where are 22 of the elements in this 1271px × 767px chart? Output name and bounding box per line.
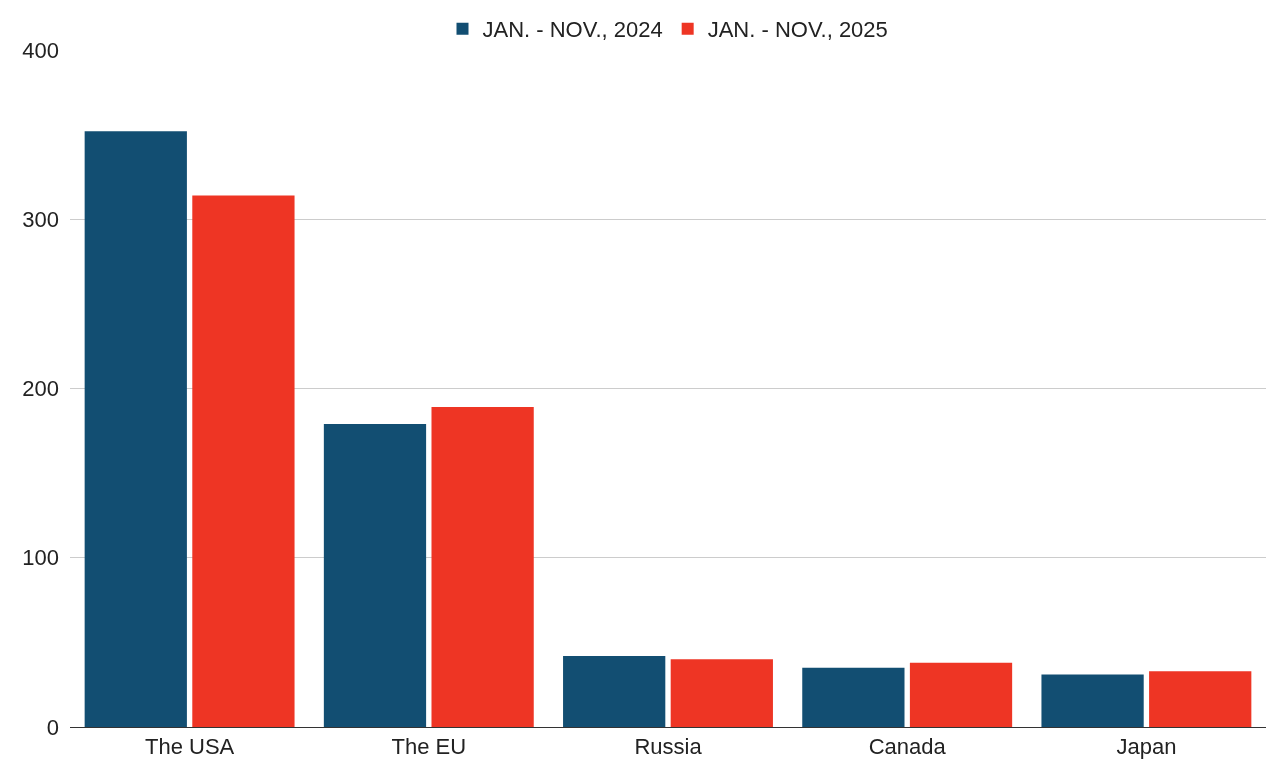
bar	[909, 662, 1013, 727]
y-tick-label: 100	[22, 545, 59, 571]
bar	[1041, 674, 1144, 727]
bar	[563, 655, 666, 727]
x-tick-label: Canada	[868, 734, 947, 760]
y-tick-label: 0	[46, 714, 59, 740]
legend-label: JAN. - NOV., 2025	[707, 17, 888, 43]
x-tick-label: Japan	[1116, 734, 1177, 760]
bar	[1149, 671, 1252, 727]
legend-label: JAN. - NOV., 2024	[482, 17, 663, 43]
y-tick-label: 200	[22, 376, 59, 402]
x-tick-label: Russia	[634, 734, 703, 760]
bar	[670, 659, 773, 727]
bar	[323, 424, 427, 727]
x-tick-label: The EU	[391, 734, 467, 760]
y-tick-label: 300	[22, 206, 59, 232]
bar	[192, 195, 295, 727]
x-tick-label: The USA	[144, 734, 235, 760]
y-tick-label: 400	[22, 37, 59, 63]
bar	[431, 407, 534, 727]
bar	[84, 131, 187, 727]
bar	[802, 667, 905, 727]
